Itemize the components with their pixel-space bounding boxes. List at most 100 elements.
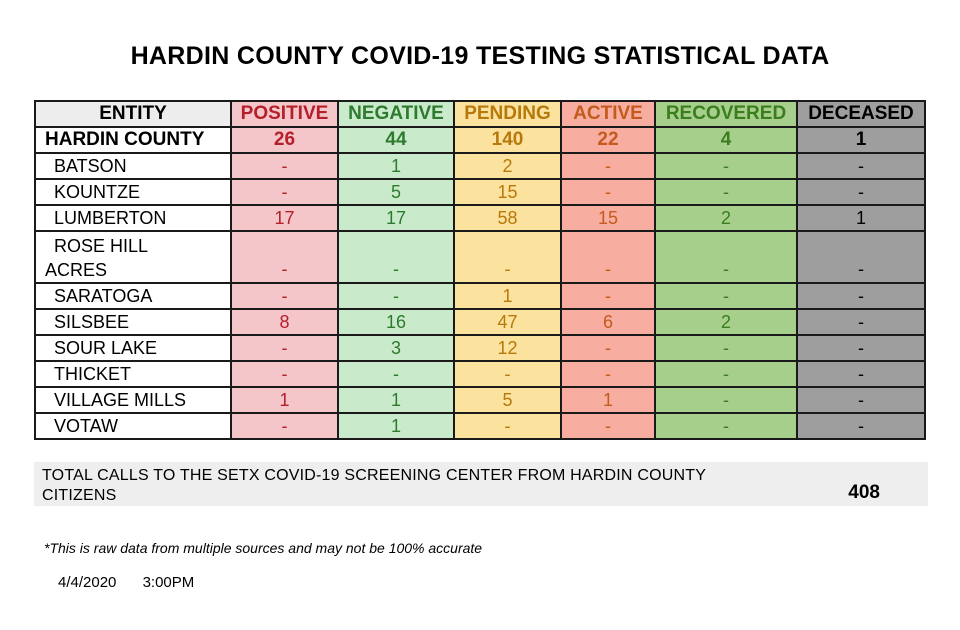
report-time: 3:00PM <box>142 574 195 591</box>
county-deceased: 1 <box>796 126 926 154</box>
pending-cell: - <box>453 412 562 440</box>
table-row: SOUR LAKE -3 12- - - <box>34 334 926 362</box>
negative-cell: 1 <box>337 386 455 414</box>
positive-cell: - <box>230 230 339 284</box>
entity-name: SOUR LAKE <box>34 334 232 362</box>
entity-name: SILSBEE <box>34 308 232 336</box>
header-active: ACTIVE <box>560 100 656 128</box>
deceased-cell: 1 <box>796 204 926 232</box>
negative-cell: 5 <box>337 178 455 206</box>
timestamp: 4/4/2020 3:00PM <box>58 574 194 591</box>
county-positive: 26 <box>230 126 339 154</box>
table-row: VILLAGE MILLS 1 1 5 1- - <box>34 386 926 414</box>
recovered-cell: - <box>654 178 798 206</box>
active-cell: - <box>560 282 656 310</box>
screening-calls-total: TOTAL CALLS TO THE SETX COVID-19 SCREENI… <box>34 462 928 506</box>
entity-name: BATSON <box>34 152 232 180</box>
active-cell: - <box>560 360 656 388</box>
county-pending: 140 <box>453 126 562 154</box>
table-row: VOTAW -1- - - - <box>34 412 926 440</box>
deceased-cell: - <box>796 308 926 336</box>
negative-cell: - <box>337 360 455 388</box>
positive-cell: - <box>230 360 339 388</box>
deceased-cell: - <box>796 334 926 362</box>
positive-cell: 17 <box>230 204 339 232</box>
entity-name: VILLAGE MILLS <box>34 386 232 414</box>
pending-cell: 15 <box>453 178 562 206</box>
page-title: HARDIN COUNTY COVID-19 TESTING STATISTIC… <box>130 42 830 70</box>
entity-name: VOTAW <box>34 412 232 440</box>
active-cell: - <box>560 178 656 206</box>
recovered-cell: - <box>654 412 798 440</box>
recovered-cell: - <box>654 230 798 284</box>
positive-cell: - <box>230 178 339 206</box>
deceased-cell: - <box>796 386 926 414</box>
active-cell: - <box>560 412 656 440</box>
negative-cell: 1 <box>337 152 455 180</box>
screening-calls-label: TOTAL CALLS TO THE SETX COVID-19 SCREENI… <box>42 467 706 504</box>
header-recovered: RECOVERED <box>654 100 798 128</box>
active-cell: - <box>560 334 656 362</box>
screening-calls-value: 408 <box>848 482 880 503</box>
entity-name: KOUNTZE <box>34 178 232 206</box>
recovered-cell: 2 <box>654 204 798 232</box>
header-deceased: DECEASED <box>796 100 926 128</box>
entity-name: LUMBERTON <box>34 204 232 232</box>
entity-name: SARATOGA <box>34 282 232 310</box>
negative-cell: - <box>337 230 455 284</box>
header-row: ENTITY POSITIVE NEGATIVE PENDING ACTIVE … <box>34 100 926 128</box>
negative-cell: 3 <box>337 334 455 362</box>
recovered-cell: - <box>654 360 798 388</box>
positive-cell: - <box>230 412 339 440</box>
positive-cell: - <box>230 334 339 362</box>
table-row: LUMBERTON 17 17 58 15 2 1 <box>34 204 926 232</box>
deceased-cell: - <box>796 178 926 206</box>
active-cell: - <box>560 230 656 284</box>
header-positive: POSITIVE <box>230 100 339 128</box>
table-row: ROSE HILL ACRES - - - - - - <box>34 230 926 284</box>
table-row: KOUNTZE -5 15- - - <box>34 178 926 206</box>
entity-name-line1: ROSE HILL <box>54 236 149 256</box>
deceased-cell: - <box>796 360 926 388</box>
entity-name: THICKET <box>34 360 232 388</box>
pending-cell: 12 <box>453 334 562 362</box>
negative-cell: - <box>337 282 455 310</box>
header-negative: NEGATIVE <box>337 100 455 128</box>
pending-cell: 47 <box>453 308 562 336</box>
recovered-cell: 2 <box>654 308 798 336</box>
entity-name: ROSE HILL ACRES <box>34 230 232 284</box>
recovered-cell: - <box>654 386 798 414</box>
pending-cell: 5 <box>453 386 562 414</box>
negative-cell: 1 <box>337 412 455 440</box>
county-total-row: HARDIN COUNTY 26 44 140 22 4 1 <box>34 126 926 154</box>
active-cell: 1 <box>560 386 656 414</box>
active-cell: - <box>560 152 656 180</box>
county-active: 22 <box>560 126 656 154</box>
report-date: 4/4/2020 <box>58 574 117 591</box>
positive-cell: - <box>230 152 339 180</box>
deceased-cell: - <box>796 282 926 310</box>
recovered-cell: - <box>654 282 798 310</box>
negative-cell: 16 <box>337 308 455 336</box>
active-cell: 6 <box>560 308 656 336</box>
negative-cell: 17 <box>337 204 455 232</box>
pending-cell: - <box>453 230 562 284</box>
entity-name-line2: ACRES <box>45 260 108 280</box>
table-row: SILSBEE 8 16 47 6 2- <box>34 308 926 336</box>
recovered-cell: - <box>654 334 798 362</box>
positive-cell: - <box>230 282 339 310</box>
county-name: HARDIN COUNTY <box>34 126 232 154</box>
recovered-cell: - <box>654 152 798 180</box>
header-pending: PENDING <box>453 100 562 128</box>
county-negative: 44 <box>337 126 455 154</box>
pending-cell: 58 <box>453 204 562 232</box>
deceased-cell: - <box>796 230 926 284</box>
pending-cell: - <box>453 360 562 388</box>
statistics-table: ENTITY POSITIVE NEGATIVE PENDING ACTIVE … <box>34 100 926 440</box>
header-entity: ENTITY <box>34 100 232 128</box>
deceased-cell: - <box>796 152 926 180</box>
positive-cell: 1 <box>230 386 339 414</box>
table-row: THICKET - - - - - - <box>34 360 926 388</box>
positive-cell: 8 <box>230 308 339 336</box>
deceased-cell: - <box>796 412 926 440</box>
